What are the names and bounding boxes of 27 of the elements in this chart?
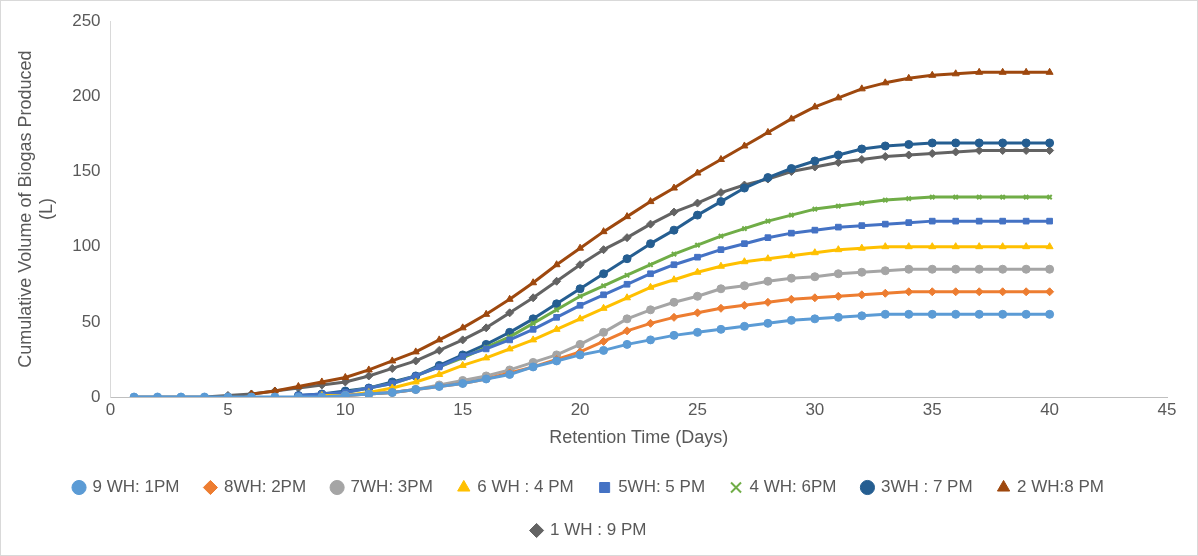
legend-label: 4 WH: 6PM xyxy=(749,477,837,497)
x-tick-label: 20 xyxy=(570,399,590,419)
legend-label: 3WH : 7 PM xyxy=(880,477,973,497)
y-tick-label: 0 xyxy=(91,386,101,406)
x-tick-label: 45 xyxy=(1157,399,1177,419)
legend-label: 1 WH : 9 PM xyxy=(550,520,647,540)
legend-label: 7WH: 3PM xyxy=(350,477,433,497)
x-tick-label: 15 xyxy=(453,399,473,419)
legend-label: 9 WH: 1PM xyxy=(92,477,180,497)
y-tick-label: 50 xyxy=(81,311,101,331)
y-tick-label: 200 xyxy=(72,86,101,106)
legend-label: 2 WH:8 PM xyxy=(1017,477,1104,497)
y-axis-title: Cumulative Volume of Biogas Produced (L) xyxy=(14,50,57,368)
x-tick-label: 5 xyxy=(223,399,233,419)
y-tick-label: 250 xyxy=(72,10,101,30)
x-tick-label: 10 xyxy=(335,399,355,419)
x-axis-title: Retention Time (Days) xyxy=(549,427,729,448)
y-tick-label: 150 xyxy=(72,161,101,181)
legend-label: 5WH: 5 PM xyxy=(618,477,706,497)
y-tick-label: 100 xyxy=(72,236,101,256)
x-tick-label: 30 xyxy=(805,399,825,419)
x-tick-label: 40 xyxy=(1040,399,1060,419)
x-tick-label: 35 xyxy=(922,399,942,419)
x-tick-label: 25 xyxy=(688,399,707,419)
legend-label: 8WH: 2PM xyxy=(223,477,307,497)
x-tick-label: 0 xyxy=(105,399,116,419)
legend-label: 6 WH : 4 PM xyxy=(477,477,574,497)
